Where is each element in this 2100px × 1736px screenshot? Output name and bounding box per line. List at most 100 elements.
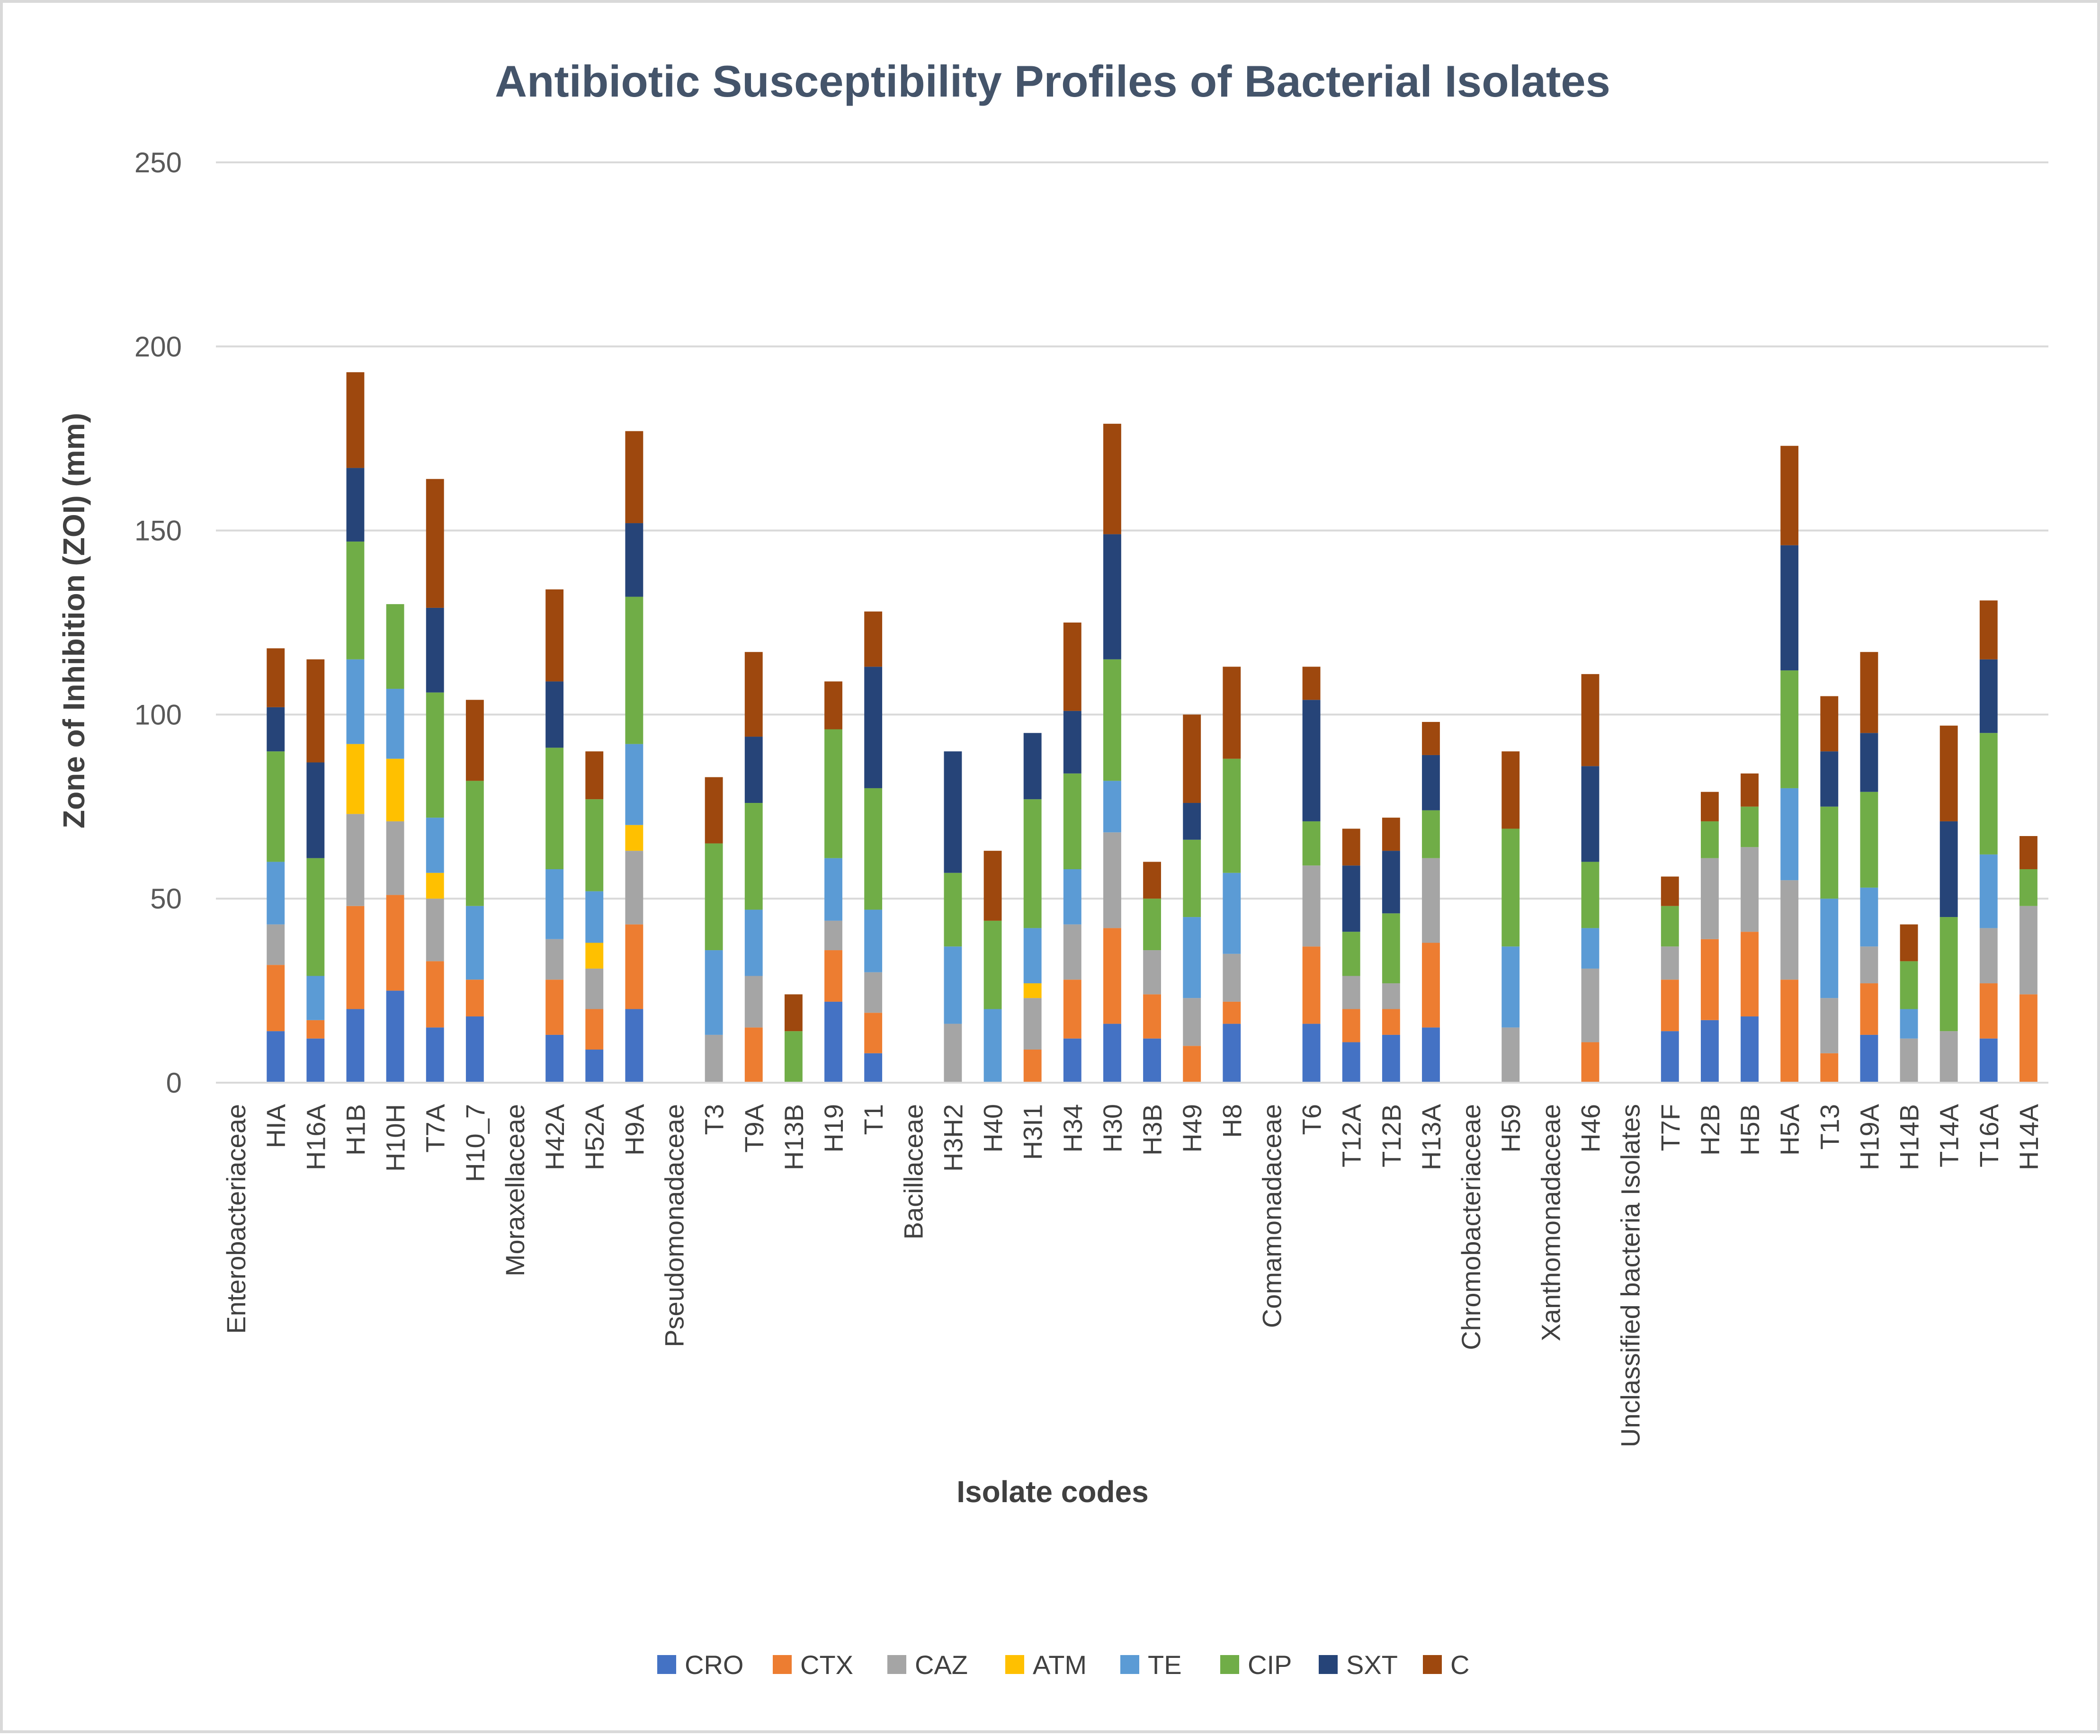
bar-segment-cro bbox=[465, 1016, 484, 1083]
bar-segment-sxt bbox=[545, 681, 564, 748]
x-category-label: T12A bbox=[1337, 1104, 1367, 1167]
bar-segment-cip bbox=[306, 858, 325, 976]
bar-segment-te bbox=[1223, 872, 1241, 954]
bar-segment-ctx bbox=[1979, 983, 1998, 1039]
x-category-label: T12B bbox=[1376, 1104, 1406, 1167]
bars bbox=[267, 372, 2037, 1083]
bar-segment-ctx bbox=[1143, 994, 1161, 1039]
bar-segment-ctx bbox=[1183, 1046, 1201, 1083]
bar-segment-c bbox=[1302, 667, 1321, 700]
bar-segment-ctx bbox=[1780, 979, 1799, 1083]
bar-segment-cip bbox=[1183, 839, 1201, 917]
bar-segment-ctx bbox=[1700, 939, 1719, 1020]
bar-segment-sxt bbox=[1422, 755, 1440, 810]
bar-segment-c bbox=[1422, 721, 1440, 755]
x-category-label: H13A bbox=[1416, 1104, 1446, 1170]
bar-segment-cip bbox=[2020, 869, 2037, 906]
bar-segment-caz bbox=[1581, 968, 1600, 1042]
bar-segment-sxt bbox=[864, 667, 883, 788]
bar-segment-sxt bbox=[1780, 545, 1799, 671]
bar-segment-ctx bbox=[426, 961, 444, 1028]
bar-segment-caz bbox=[2020, 906, 2037, 995]
legend-label-sxt: SXT bbox=[1346, 1650, 1398, 1680]
x-category-label: H1B bbox=[340, 1104, 370, 1156]
legend-label-c: C bbox=[1450, 1650, 1469, 1680]
bar-segment-te bbox=[306, 976, 325, 1020]
y-tick-label: 200 bbox=[134, 331, 182, 363]
chart-svg: Antibiotic Susceptibility Profiles of Ba… bbox=[57, 56, 2048, 1680]
bar-segment-sxt bbox=[1382, 851, 1400, 914]
x-category-label: H49 bbox=[1177, 1104, 1207, 1153]
x-category-label: H14B bbox=[1894, 1104, 1924, 1170]
bar-segment-ctx bbox=[1422, 943, 1440, 1028]
bar-segment-c bbox=[1063, 623, 1081, 711]
bar-segment-c bbox=[346, 372, 365, 468]
x-category-label: H19A bbox=[1854, 1104, 1884, 1170]
bar-segment-c bbox=[545, 589, 564, 682]
y-tick-label: 100 bbox=[134, 699, 182, 730]
x-category-label: T6 bbox=[1297, 1104, 1327, 1135]
bar-segment-ctx bbox=[2020, 994, 2037, 1083]
bar-segment-ctx bbox=[306, 1020, 325, 1039]
bar-segment-cro bbox=[585, 1050, 604, 1083]
bar-segment-ctx bbox=[1820, 1053, 1839, 1083]
bar-segment-cro bbox=[864, 1053, 883, 1083]
bar-segment-caz bbox=[1023, 998, 1042, 1050]
legend-label-cro: CRO bbox=[685, 1650, 743, 1680]
bar-segment-cip bbox=[267, 751, 285, 862]
bar-segment-sxt bbox=[1183, 803, 1201, 840]
bar-segment-cip bbox=[386, 604, 404, 689]
x-category-label: H40 bbox=[978, 1104, 1008, 1153]
x-category-label: H10_7 bbox=[460, 1104, 490, 1182]
bar-segment-c bbox=[824, 681, 842, 730]
x-category-label: T13 bbox=[1814, 1104, 1844, 1150]
bar-segment-caz bbox=[1422, 858, 1440, 943]
bar-segment-caz bbox=[864, 972, 883, 1013]
bar-segment-cip bbox=[705, 843, 723, 951]
x-category-label: H9A bbox=[619, 1104, 649, 1156]
bar-segment-te bbox=[1023, 928, 1042, 984]
bar-segment-cip bbox=[944, 872, 962, 947]
x-category-label: H10H bbox=[381, 1104, 411, 1172]
bar-segment-te bbox=[944, 946, 962, 1024]
bar-segment-cro bbox=[426, 1027, 444, 1083]
bar-segment-c bbox=[1143, 862, 1161, 899]
bar-segment-caz bbox=[1741, 847, 1759, 932]
bar-segment-c bbox=[1501, 751, 1520, 829]
bar-segment-ctx bbox=[1302, 946, 1321, 1024]
x-category-label: Xanthomonadaceae bbox=[1536, 1104, 1565, 1341]
bar-segment-c bbox=[1342, 828, 1360, 866]
bar-segment-cip bbox=[585, 799, 604, 891]
x-category-label: H3H2 bbox=[938, 1104, 968, 1172]
x-category-label: Enterobacteriaceae bbox=[221, 1104, 251, 1334]
bar-segment-sxt bbox=[1979, 659, 1998, 733]
x-category-label: H3B bbox=[1137, 1104, 1167, 1156]
bar-segment-te bbox=[386, 688, 404, 759]
bar-segment-cip bbox=[1103, 659, 1121, 781]
bar-segment-sxt bbox=[1939, 821, 1958, 917]
bar-segment-c bbox=[1939, 725, 1958, 821]
legend-swatch-atm bbox=[1005, 1655, 1024, 1674]
x-category-label: H14A bbox=[2014, 1104, 2044, 1170]
y-tick-label: 250 bbox=[134, 147, 182, 178]
bar-segment-atm bbox=[625, 825, 643, 851]
bar-segment-c bbox=[1223, 667, 1241, 759]
bar-segment-te bbox=[545, 869, 564, 939]
bar-segment-ctx bbox=[1741, 932, 1759, 1017]
chart-title: Antibiotic Susceptibility Profiles of Ba… bbox=[495, 56, 1610, 106]
y-axis-title: Zone of Inhibition (ZOI) (mm) bbox=[57, 413, 91, 828]
bar-segment-sxt bbox=[267, 707, 285, 752]
bar-segment-sxt bbox=[1342, 865, 1360, 932]
bar-segment-cip bbox=[1780, 670, 1799, 788]
bar-segment-cip bbox=[744, 803, 763, 910]
bar-segment-ctx bbox=[1382, 1009, 1400, 1035]
bar-segment-cip bbox=[784, 1031, 803, 1083]
x-category-label: H30 bbox=[1098, 1104, 1127, 1153]
bar-segment-caz bbox=[1700, 858, 1719, 939]
bar-segment-ctx bbox=[386, 895, 404, 991]
bar-segment-cro bbox=[1741, 1016, 1759, 1083]
x-category-label: T14A bbox=[1934, 1104, 1964, 1167]
bar-segment-ctx bbox=[585, 1009, 604, 1050]
bar-segment-caz bbox=[1302, 865, 1321, 947]
